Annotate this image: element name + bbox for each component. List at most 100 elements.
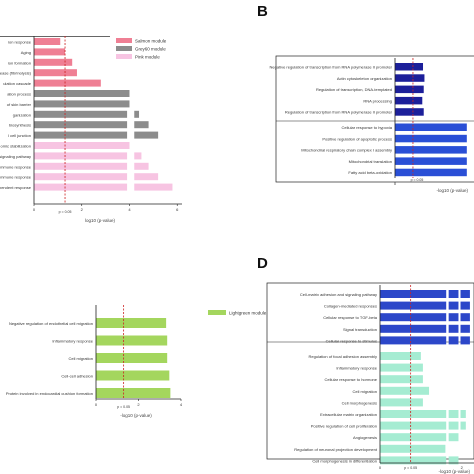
category-label-d: Inflammatory response xyxy=(336,366,377,371)
category-label-a: omic stabilization xyxy=(1,144,31,149)
tick-label-c: 4 xyxy=(180,402,183,407)
category-label-b: Mitochondrial translation xyxy=(349,159,392,164)
bar-b xyxy=(395,146,467,154)
category-label-d: Extracellular matrix organization xyxy=(320,412,377,417)
bar-d xyxy=(448,421,459,430)
panel-b: B Negative regulation of transcription fr… xyxy=(257,3,474,193)
bar-a xyxy=(34,90,130,97)
tick-label-c: 2 xyxy=(137,402,140,407)
tick-label-a: 4 xyxy=(128,207,131,212)
category-label-d: Positive regulation of cell proliferatio… xyxy=(311,424,377,429)
bar-a xyxy=(134,110,140,118)
bar-a xyxy=(34,69,77,77)
category-label-a: ion formation xyxy=(8,60,31,65)
bar-b xyxy=(395,63,424,71)
bar-a xyxy=(34,121,128,129)
panel-c: Negative regulation of endothelial cell … xyxy=(6,305,267,418)
category-label-a: of skin barrier xyxy=(7,102,32,107)
bar-d xyxy=(448,433,459,442)
threshold-label-b: p = 0.05 xyxy=(411,178,424,182)
bar-b xyxy=(395,157,467,165)
bar-c xyxy=(96,353,168,363)
bar-a xyxy=(34,58,73,66)
bar-b xyxy=(395,108,424,116)
bar-a xyxy=(34,110,128,118)
x-axis-title-c: -log10 (p-value) xyxy=(120,413,152,418)
bar-d xyxy=(460,336,470,345)
bar-a xyxy=(34,48,66,56)
category-label-d: Angiogenesis xyxy=(353,435,377,440)
bar-d xyxy=(460,421,466,430)
bar-d xyxy=(380,290,447,298)
category-label-a: immune response xyxy=(0,164,32,169)
bar-d xyxy=(380,336,447,345)
panel-d: D Cell-matrix adhesion and signaling path… xyxy=(257,255,474,474)
bar-a xyxy=(34,142,130,149)
bar-a xyxy=(134,131,159,139)
legend-swatch-a xyxy=(116,54,132,59)
bar-c xyxy=(96,388,171,398)
category-label-d: Cellular response to hormone xyxy=(325,377,378,382)
legend-swatch-a xyxy=(116,38,132,43)
category-label-a: l cell junction xyxy=(8,133,31,138)
category-label-c: Cell migration xyxy=(69,356,93,361)
category-label-b: Actin cytoskeleton organization xyxy=(337,76,392,81)
bar-d xyxy=(380,456,447,465)
bar-d xyxy=(448,456,459,465)
category-label-b: Fatty acid beta-oxidation xyxy=(348,170,392,175)
bar-d xyxy=(460,313,470,322)
bar-d xyxy=(448,290,459,298)
category-label-d: Collagen-mediated responses xyxy=(324,304,377,309)
category-label-a: biosynthesis xyxy=(9,123,31,128)
bar-a xyxy=(34,38,61,45)
bar-b xyxy=(395,168,467,177)
category-label-c: Cell-cell adhesion xyxy=(61,374,93,379)
bar-d xyxy=(448,336,459,345)
category-label-b: RNA processing xyxy=(363,98,392,103)
tick-label-a: 0 xyxy=(33,207,36,212)
category-label-d: Cell-matrix adhesion and signaling pathw… xyxy=(300,292,377,297)
category-label-b: Regulation of transcription from RNA pol… xyxy=(285,110,393,115)
bar-d xyxy=(380,324,447,333)
panel-letter-b: B xyxy=(257,3,268,20)
bar-d xyxy=(380,375,423,384)
bar-a xyxy=(34,152,128,160)
bar-a xyxy=(34,162,128,170)
category-label-d: Cellular response to stimulus xyxy=(326,338,377,343)
tick-label-b: 0 xyxy=(394,181,397,186)
legend-label-a: Grey60 module xyxy=(135,47,166,52)
panel-frame-d xyxy=(266,282,474,460)
bar-c xyxy=(96,335,168,346)
tick-label-a: 2 xyxy=(81,207,84,212)
category-label-d: Cellular response to TGF-beta xyxy=(323,315,378,320)
category-label-d: Cell migration xyxy=(353,389,377,394)
tick-label-d: 2 xyxy=(461,465,464,470)
bar-a xyxy=(34,183,128,191)
bar-d xyxy=(448,301,459,310)
bar-a xyxy=(34,173,128,181)
bar-b xyxy=(395,85,424,94)
panel-a: ion response Aging ion formation disease (f… xyxy=(0,36,182,223)
bar-d xyxy=(380,433,447,442)
bar-d xyxy=(380,363,423,372)
category-label-d: Regulation of neuronal projection develo… xyxy=(294,447,378,452)
bar-c xyxy=(96,370,170,381)
legend-label-a: Salmon module xyxy=(135,39,167,44)
category-label-c: Inflammatory response xyxy=(52,339,93,344)
bar-d xyxy=(448,313,459,322)
threshold-label-c: p = 0.05 xyxy=(117,405,130,409)
tick-label-c: 0 xyxy=(95,402,98,407)
bar-b xyxy=(395,74,425,82)
bar-d xyxy=(460,290,470,298)
bar-d xyxy=(448,324,459,333)
bar-a xyxy=(134,183,173,191)
category-label-a: of signaling pathway xyxy=(0,154,31,159)
category-label-a: ulation cascade xyxy=(3,81,32,86)
legend-label-c: Lightgreen module xyxy=(229,311,267,316)
category-label-b: Negative regulation of transcription fro… xyxy=(270,65,393,70)
category-label-a: immune response xyxy=(0,175,32,180)
bar-a xyxy=(34,79,101,87)
category-label-c: Negative regulation of endothelial cell … xyxy=(9,321,93,326)
bar-d xyxy=(448,410,459,418)
